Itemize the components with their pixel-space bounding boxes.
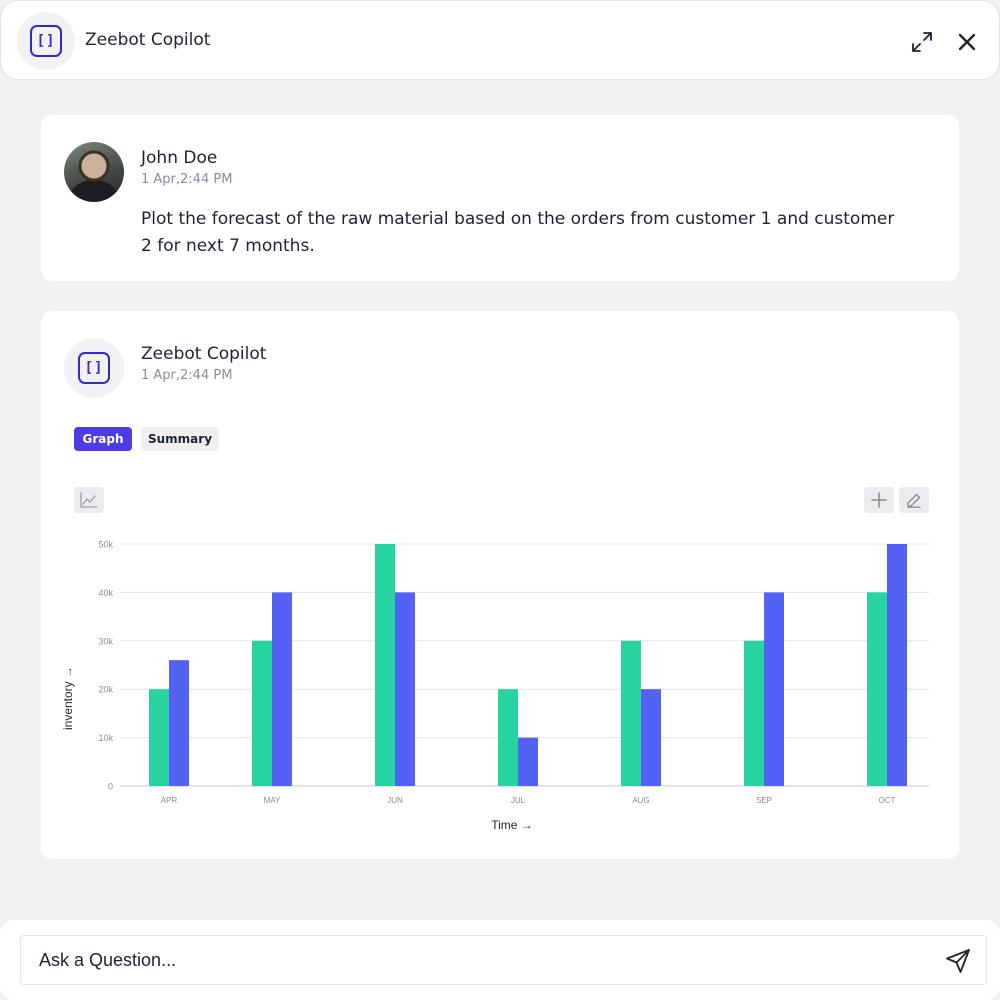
bot-name: Zeebot Copilot <box>141 344 267 364</box>
pencil-icon <box>907 493 921 508</box>
expand-icon[interactable] <box>907 27 937 57</box>
y-tick-label: 50k <box>98 540 113 550</box>
bar-series2 <box>764 592 784 786</box>
y-axis-label: inventory → <box>61 666 75 730</box>
user-message-text: Plot the forecast of the raw material ba… <box>141 209 895 256</box>
bar-series1 <box>744 640 764 786</box>
chat-header: [] Zeebot Copilot <box>0 0 1000 80</box>
header-title: Zeebot Copilot <box>85 30 211 50</box>
bar-series1 <box>252 640 272 786</box>
x-tick-label: JUL <box>511 796 526 805</box>
bot-message-card: [] Zeebot Copilot 1 Apr,2:44 PM Graph Su… <box>41 311 959 859</box>
send-icon[interactable] <box>942 946 974 976</box>
question-bar <box>0 920 1000 1000</box>
plus-icon <box>871 492 887 508</box>
x-axis-label: Time → <box>491 818 533 832</box>
bar-series2 <box>272 592 292 786</box>
add-button[interactable] <box>864 487 894 513</box>
bot-logo-icon: [] <box>78 352 110 384</box>
question-input[interactable] <box>20 935 987 985</box>
chart-type-button[interactable] <box>74 487 104 513</box>
y-tick-label: 0 <box>108 782 113 792</box>
bar-series1 <box>498 689 518 786</box>
tab-summary[interactable]: Summary <box>141 427 219 451</box>
bot-avatar: [] <box>17 12 75 70</box>
user-message-card: John Doe 1 Apr,2:44 PM Plot the forecast… <box>41 115 959 281</box>
bar-series1 <box>149 689 169 786</box>
x-tick-label: JUN <box>387 796 403 805</box>
x-tick-label: OCT <box>879 796 896 805</box>
close-icon[interactable] <box>952 27 982 57</box>
bar-series1 <box>375 544 395 786</box>
bar-series1 <box>867 592 887 786</box>
bar-series2 <box>395 592 415 786</box>
bar-series1 <box>621 640 641 786</box>
edit-button[interactable] <box>899 487 929 513</box>
bot-logo-icon: [] <box>30 25 62 57</box>
user-avatar <box>64 142 124 202</box>
x-tick-label: AUG <box>632 796 649 805</box>
bar-series2 <box>169 660 189 786</box>
x-tick-label: MAY <box>264 796 281 805</box>
x-tick-label: SEP <box>756 796 772 805</box>
y-tick-label: 20k <box>98 685 113 695</box>
tab-graph[interactable]: Graph <box>74 427 132 451</box>
user-timestamp: 1 Apr,2:44 PM <box>141 172 233 187</box>
x-tick-label: APR <box>161 796 178 805</box>
bot-timestamp: 1 Apr,2:44 PM <box>141 368 233 383</box>
y-tick-label: 30k <box>98 636 113 646</box>
bar-series2 <box>518 737 538 786</box>
bot-avatar: [] <box>64 338 124 398</box>
bar-series2 <box>887 544 907 786</box>
y-tick-label: 40k <box>98 588 113 598</box>
line-chart-icon <box>80 492 98 508</box>
y-tick-label: 10k <box>98 733 113 743</box>
bar-series2 <box>641 689 661 786</box>
user-name: John Doe <box>141 148 218 168</box>
bar-chart: 0 10k 20k 30k 40k 50k APR MAY JUN JUL AUG SEP OCT Tim… <box>61 540 929 832</box>
